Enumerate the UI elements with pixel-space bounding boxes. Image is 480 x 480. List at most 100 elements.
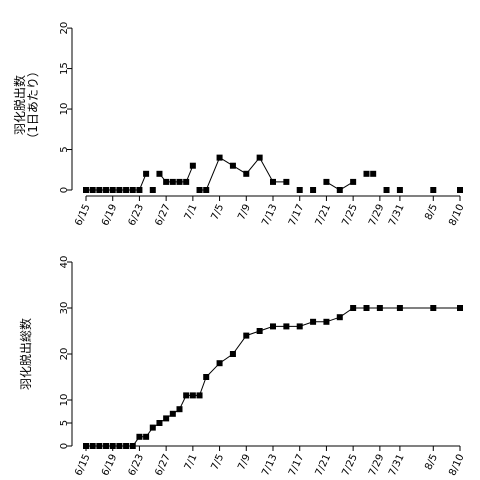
data-point [229, 351, 236, 357]
data-point [116, 187, 123, 193]
data-point [430, 187, 437, 193]
data-point [143, 433, 150, 440]
data-point [189, 392, 196, 399]
data-point [129, 443, 136, 449]
data-point [216, 360, 223, 367]
data-point [376, 305, 383, 311]
x-tick-label: 7/31 [387, 453, 406, 478]
x-tick-label: 7/17 [287, 453, 306, 478]
x-tick-label: 7/25 [340, 203, 359, 228]
x-tick-label: 7/5 [210, 453, 227, 472]
data-point [350, 305, 357, 311]
data-point [323, 178, 330, 185]
x-tick-label: 7/29 [367, 453, 386, 478]
data-point [196, 392, 203, 399]
data-point [256, 154, 263, 161]
data-point [196, 187, 203, 193]
x-tick-label: 7/1 [183, 203, 200, 222]
data-point [96, 187, 103, 193]
data-point [383, 187, 390, 193]
data-point [176, 406, 183, 413]
data-point [109, 187, 116, 193]
y-tick-label: 30 [59, 302, 70, 315]
data-point [310, 187, 317, 193]
y-tick-label: 15 [59, 62, 70, 75]
data-point [143, 170, 150, 177]
series-line [199, 157, 221, 191]
data-point [96, 443, 103, 449]
series-line [86, 173, 147, 191]
x-tick-label: 7/9 [236, 203, 253, 222]
y-tick-label: 10 [59, 103, 70, 116]
x-tick-label: 8/5 [423, 453, 440, 472]
x-tick-label: 6/15 [73, 203, 92, 228]
y-tick-label: 20 [59, 348, 70, 361]
y-axis-title: 羽化脱出数 [12, 75, 27, 135]
x-tick-label: 7/21 [314, 203, 333, 228]
data-point [103, 443, 110, 449]
data-point [457, 187, 463, 193]
daily-emergence-chart: 0 5 10 15 20 6/15 6/19 6/23 6/27 7/1 7/5 7/9 7/13 7/1… [12, 22, 467, 228]
data-point [129, 187, 136, 193]
data-point [136, 433, 143, 440]
data-point [183, 392, 190, 399]
data-point [229, 162, 236, 169]
x-tick-label: 7/21 [314, 453, 333, 478]
x-tick-label: 7/5 [210, 203, 227, 222]
data-point [83, 443, 89, 449]
x-tick-label: 6/27 [153, 453, 172, 478]
data-point [156, 170, 163, 177]
x-tick-label: 6/19 [100, 453, 119, 478]
x-tick-label: 6/19 [100, 203, 119, 228]
x-tick-label: 7/13 [260, 453, 279, 478]
data-point [396, 187, 403, 193]
data-point [156, 420, 163, 426]
data-point [203, 374, 210, 380]
data-point [189, 162, 196, 169]
series-line [219, 156, 287, 183]
data-point [336, 187, 343, 193]
data-point [256, 328, 263, 334]
x-tick-label: 8/10 [447, 203, 466, 228]
data-point [363, 305, 370, 311]
data-point [89, 187, 96, 193]
data-point [183, 178, 190, 185]
x-tick-label: 8/5 [423, 203, 440, 222]
data-point [296, 187, 303, 193]
data-point [243, 332, 250, 339]
data-point [176, 178, 183, 185]
cumulative-emergence-chart: 0 5 10 20 30 40 6/15 6/19 6/23 6/27 7/1 7/5 7/9 7/13 7… [18, 256, 467, 478]
data-point [89, 443, 96, 449]
data-point [203, 187, 210, 193]
y-tick-label: 0 [59, 187, 70, 193]
x-tick-label: 6/27 [153, 203, 172, 228]
x-tick-label: 7/31 [387, 203, 406, 228]
y-tick-label: 20 [59, 22, 70, 35]
data-point [396, 305, 403, 311]
y-tick-label: 0 [59, 443, 70, 449]
x-tick-label: 7/13 [260, 203, 279, 228]
data-point [83, 187, 89, 193]
data-point [149, 424, 156, 431]
data-point [109, 443, 116, 449]
data-point [169, 410, 176, 417]
data-point [243, 170, 250, 177]
x-tick-label: 6/23 [127, 453, 146, 478]
data-point [116, 443, 123, 449]
x-tick-label: 7/29 [367, 203, 386, 228]
data-point [430, 305, 437, 311]
data-point [149, 187, 156, 193]
y-tick-label: 10 [59, 394, 70, 407]
data-point [336, 314, 343, 321]
data-point [323, 318, 330, 325]
data-point [296, 323, 303, 330]
data-point [163, 415, 170, 422]
data-point [163, 178, 170, 185]
x-tick-label: 7/17 [287, 203, 306, 228]
y-tick-label: 5 [59, 420, 70, 426]
data-point [103, 187, 110, 193]
x-tick-label: 8/10 [447, 453, 466, 478]
x-tick-label: 6/23 [127, 203, 146, 228]
x-tick-label: 6/15 [73, 453, 92, 478]
